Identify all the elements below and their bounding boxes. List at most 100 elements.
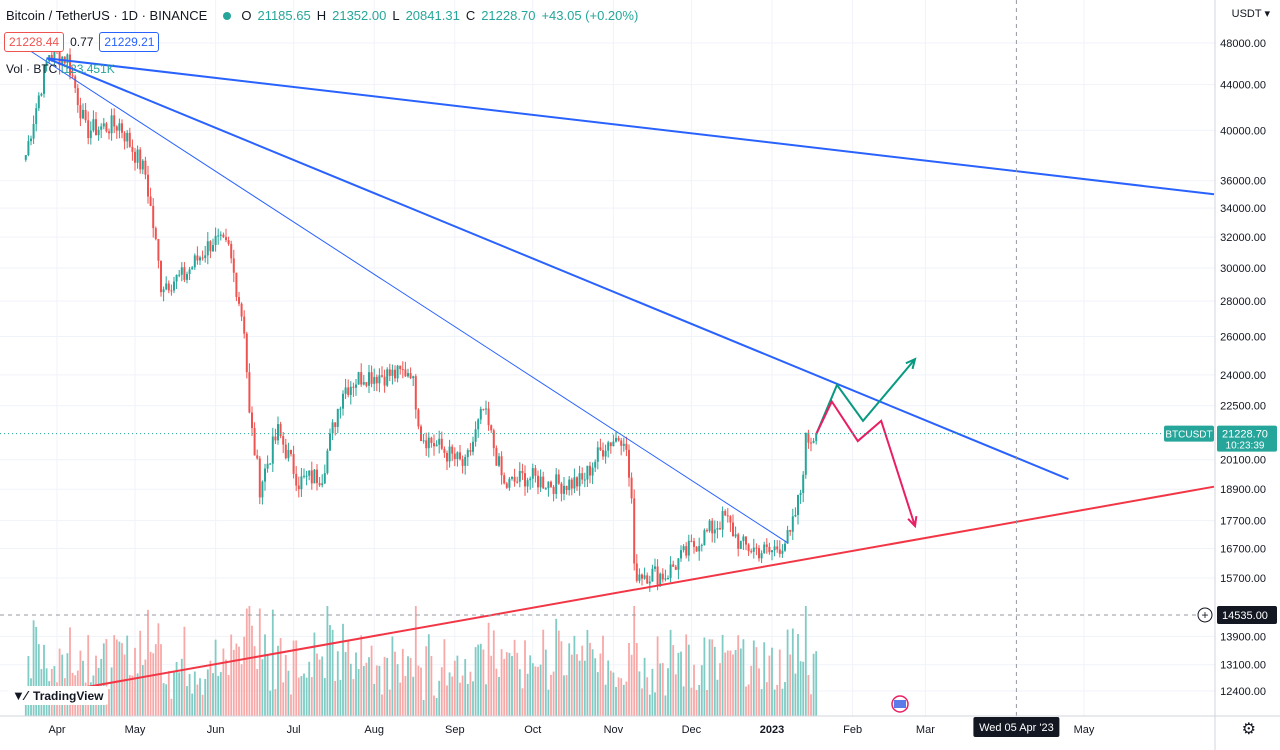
- candle-body: [50, 55, 53, 59]
- volume-bar: [719, 663, 721, 716]
- volume-bar: [729, 650, 732, 716]
- volume-bar: [802, 661, 805, 716]
- volume-bar: [235, 643, 238, 716]
- candle-body: [95, 119, 97, 136]
- volume-bar: [609, 670, 612, 716]
- currency-selector[interactable]: USDT ▾: [1232, 7, 1270, 20]
- candle-body: [409, 373, 412, 379]
- volume-bar: [357, 669, 360, 716]
- volume-bar: [373, 683, 376, 716]
- volume-bar: [326, 606, 329, 716]
- event-flag-fill: [894, 700, 906, 708]
- volume-bar: [659, 663, 662, 716]
- volume-bar: [485, 684, 487, 716]
- candle-body: [630, 477, 633, 499]
- volume-bar: [807, 674, 810, 716]
- candle-body: [641, 574, 643, 579]
- candle-body: [407, 373, 409, 377]
- candle-body: [464, 456, 467, 466]
- volume-bar: [258, 608, 261, 716]
- candle-body: [477, 419, 480, 430]
- candle-body: [243, 316, 246, 334]
- candle-body: [781, 550, 784, 554]
- spread-value: 0.77: [70, 35, 94, 49]
- volume-bar: [453, 660, 456, 716]
- candle-body: [383, 376, 386, 386]
- sell-price-button[interactable]: 21228.44: [4, 32, 65, 52]
- volume-bar: [173, 671, 175, 716]
- volume-bar: [682, 686, 685, 716]
- buy-price-button[interactable]: 21229.21: [99, 32, 160, 52]
- volume-bar: [66, 653, 69, 716]
- candle-body: [581, 473, 584, 480]
- volume-bar: [251, 625, 253, 716]
- candle-body: [287, 449, 290, 459]
- volume-bar: [422, 699, 425, 716]
- y-tick-label: 34000.00: [1220, 203, 1266, 215]
- volume-bar: [737, 635, 740, 716]
- brand-label: TradingView: [33, 688, 104, 703]
- candle-body: [570, 479, 573, 489]
- volume-bar: [474, 647, 477, 716]
- volume-bar: [472, 681, 474, 716]
- volume-bar: [134, 647, 136, 716]
- tradingview-brand[interactable]: ▼⁄ TradingView: [8, 686, 108, 705]
- volume-bar: [617, 677, 620, 716]
- candle-body: [469, 450, 472, 452]
- candle-body: [784, 543, 786, 551]
- candle-body: [531, 468, 534, 479]
- candle-body: [53, 48, 56, 59]
- volume-bar: [771, 647, 773, 716]
- symbol-tag: [1164, 425, 1214, 442]
- candle-body: [84, 109, 87, 121]
- volume-bar: [121, 643, 123, 716]
- candle-body: [204, 255, 207, 258]
- symbol-title[interactable]: Bitcoin / TetherUS · 1D · BINANCE: [6, 8, 208, 23]
- volume-bar: [386, 657, 389, 716]
- candle-body: [466, 450, 469, 457]
- volume-bar: [160, 644, 162, 716]
- volume-bar: [344, 652, 347, 716]
- volume-bar: [492, 630, 495, 716]
- volume-bar: [534, 666, 537, 716]
- volume-bar: [147, 609, 149, 716]
- candle-body: [612, 441, 615, 447]
- volume-bar: [555, 618, 558, 716]
- candle-body: [716, 528, 719, 530]
- volume-bar: [368, 657, 370, 716]
- candle-body: [461, 459, 464, 466]
- candle-body: [664, 578, 667, 580]
- volume-bar: [542, 629, 545, 716]
- volume-bar: [560, 641, 563, 716]
- volume-bar: [799, 661, 802, 716]
- volume-bar: [599, 653, 602, 716]
- volume-bar: [706, 689, 708, 716]
- candle-body: [100, 126, 103, 130]
- candle-body: [557, 474, 560, 484]
- candle-body: [500, 456, 503, 476]
- volume-bar: [544, 649, 547, 716]
- volume-bar: [427, 634, 430, 716]
- volume-bar: [175, 662, 178, 716]
- volume-bar: [126, 635, 129, 716]
- candle-body: [162, 289, 165, 293]
- candle-body: [258, 458, 261, 498]
- gear-icon[interactable]: ⚙: [1241, 721, 1256, 738]
- candle-body: [732, 522, 734, 537]
- x-tick-label: 2023: [760, 724, 784, 736]
- y-tick-label: 36000.00: [1220, 176, 1266, 188]
- candle-body: [433, 443, 435, 447]
- volume-bar: [61, 654, 64, 716]
- volume-bar: [290, 694, 292, 716]
- candle-body: [706, 530, 708, 532]
- candle-body: [628, 449, 630, 478]
- volume-bar: [115, 639, 118, 716]
- volume-bar: [183, 626, 186, 716]
- candle-body: [750, 551, 753, 553]
- volume-bar: [459, 682, 461, 716]
- change-value: +43.05 (+0.20%): [541, 8, 639, 23]
- volume-bar: [648, 694, 651, 716]
- volume-bar: [407, 656, 409, 716]
- candle-body: [160, 260, 162, 293]
